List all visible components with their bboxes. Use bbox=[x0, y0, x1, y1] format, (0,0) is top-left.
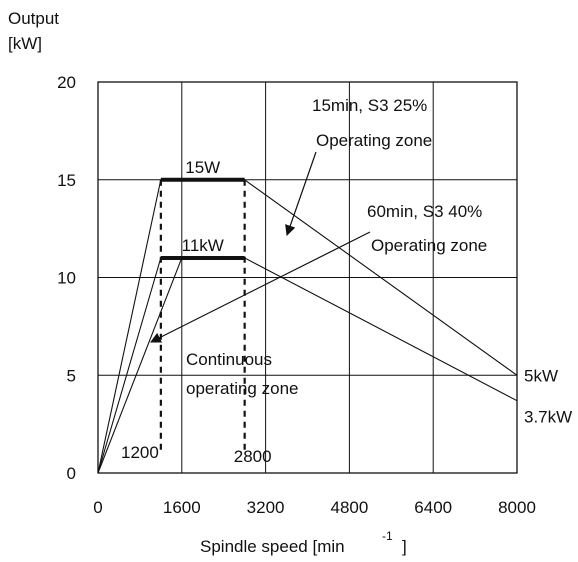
annotation-s3-40-line2: Operating zone bbox=[371, 236, 487, 255]
annotation-arrow-s3-25 bbox=[285, 151, 317, 237]
annotation-s3-25-line2: Operating zone bbox=[316, 131, 432, 150]
annotation-s3-40-line1: 60min, S3 40% bbox=[367, 202, 482, 221]
dashed-marker-label: 2800 bbox=[234, 447, 272, 466]
annotations: 15min, S3 25% Operating zone 60min, S3 4… bbox=[150, 96, 487, 398]
x-tick-label: 1600 bbox=[163, 498, 201, 517]
x-axis-title: Spindle speed [min bbox=[200, 537, 345, 556]
y-axis-title-line1: Output bbox=[8, 9, 59, 28]
annotation-continuous-line1: Continuous bbox=[186, 350, 272, 369]
y-tick-label: 0 bbox=[67, 464, 76, 483]
end-label: 3.7kW bbox=[524, 408, 572, 427]
x-tick-label: 8000 bbox=[498, 498, 536, 517]
y-axis-title-line2: [kW] bbox=[8, 34, 42, 53]
rated-segment-label: 15W bbox=[185, 158, 220, 177]
x-tick-label: 0 bbox=[93, 498, 102, 517]
y-tick-label: 20 bbox=[57, 73, 76, 92]
y-tick-label: 10 bbox=[57, 269, 76, 288]
dashed-marker-label: 1200 bbox=[121, 443, 159, 462]
annotation-continuous-line2: operating zone bbox=[186, 379, 298, 398]
x-axis-title-close: ] bbox=[402, 537, 407, 556]
annotation-arrow-s3-40 bbox=[150, 231, 371, 343]
rated-segment-label: 11kW bbox=[182, 236, 224, 255]
tick-labels: 0 1600 3200 4800 6400 8000 0 5 10 15 20 bbox=[57, 73, 536, 517]
x-tick-label: 6400 bbox=[414, 498, 452, 517]
end-labels: 5kW 3.7kW bbox=[524, 366, 572, 426]
grid bbox=[97, 81, 518, 474]
end-label: 5kW bbox=[524, 366, 558, 385]
x-tick-label: 4800 bbox=[330, 498, 368, 517]
rated-segments: 15W 11kW bbox=[160, 158, 245, 260]
x-axis-title-exponent: -1 bbox=[382, 529, 393, 543]
y-tick-label: 5 bbox=[67, 366, 76, 385]
dashed-markers: 1200 2800 bbox=[121, 179, 272, 466]
y-tick-label: 15 bbox=[57, 171, 76, 190]
series-line-continuous bbox=[97, 257, 183, 474]
annotation-s3-25-line1: 15min, S3 25% bbox=[312, 96, 427, 115]
x-tick-label: 3200 bbox=[247, 498, 285, 517]
